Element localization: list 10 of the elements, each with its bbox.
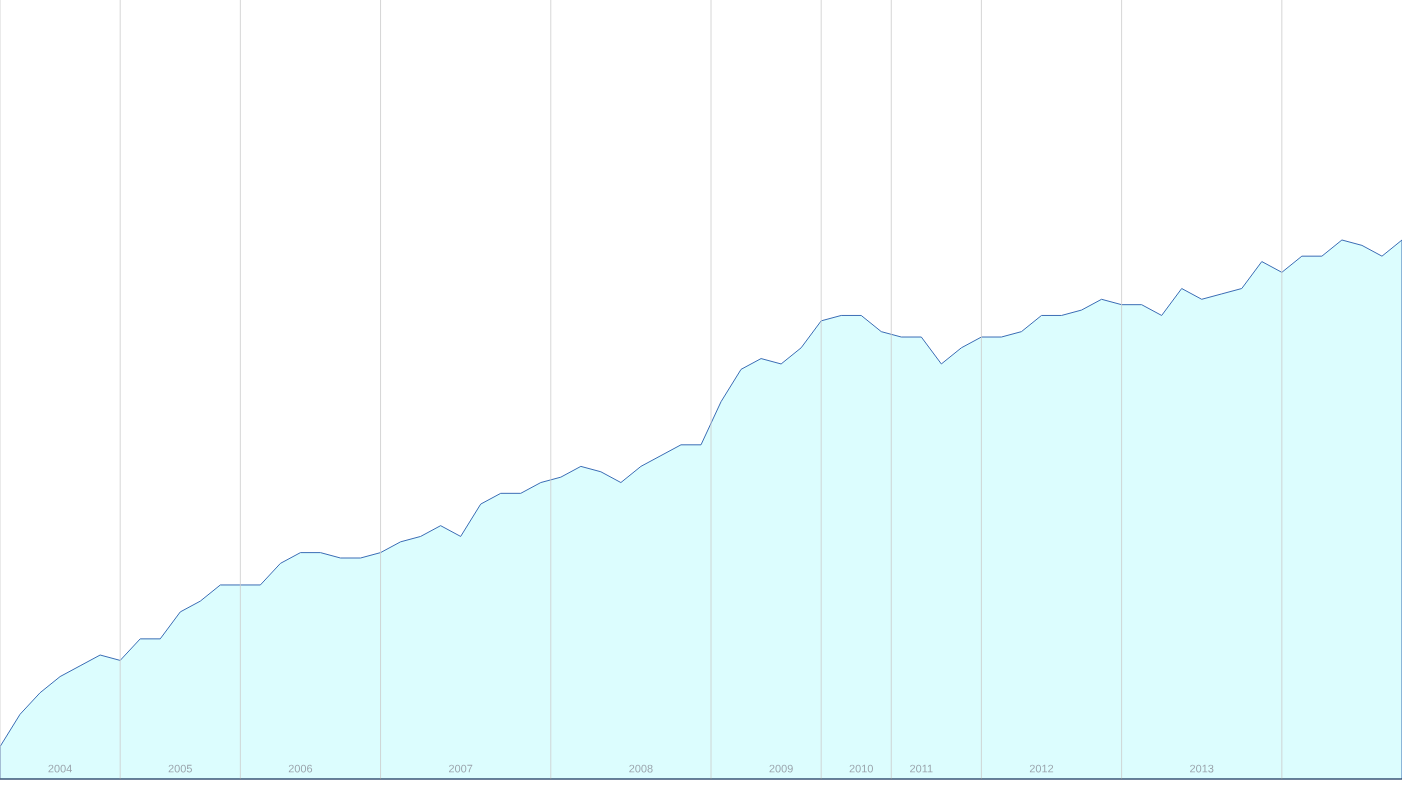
x-tick-label: 2013 (1190, 764, 1214, 773)
x-tick-label: 2012 (1029, 764, 1054, 773)
x-tick-label: 2010 (849, 764, 873, 773)
x-tick-label: 2009 (769, 764, 793, 773)
x-tick-label: 2007 (449, 764, 473, 773)
x-tick-label: 2008 (629, 764, 653, 773)
x-tick-label: 2011 (910, 764, 933, 773)
x-tick-label: 2004 (48, 764, 72, 773)
x-tick-label: 2006 (288, 764, 313, 773)
x-tick-label: 2005 (168, 764, 192, 773)
